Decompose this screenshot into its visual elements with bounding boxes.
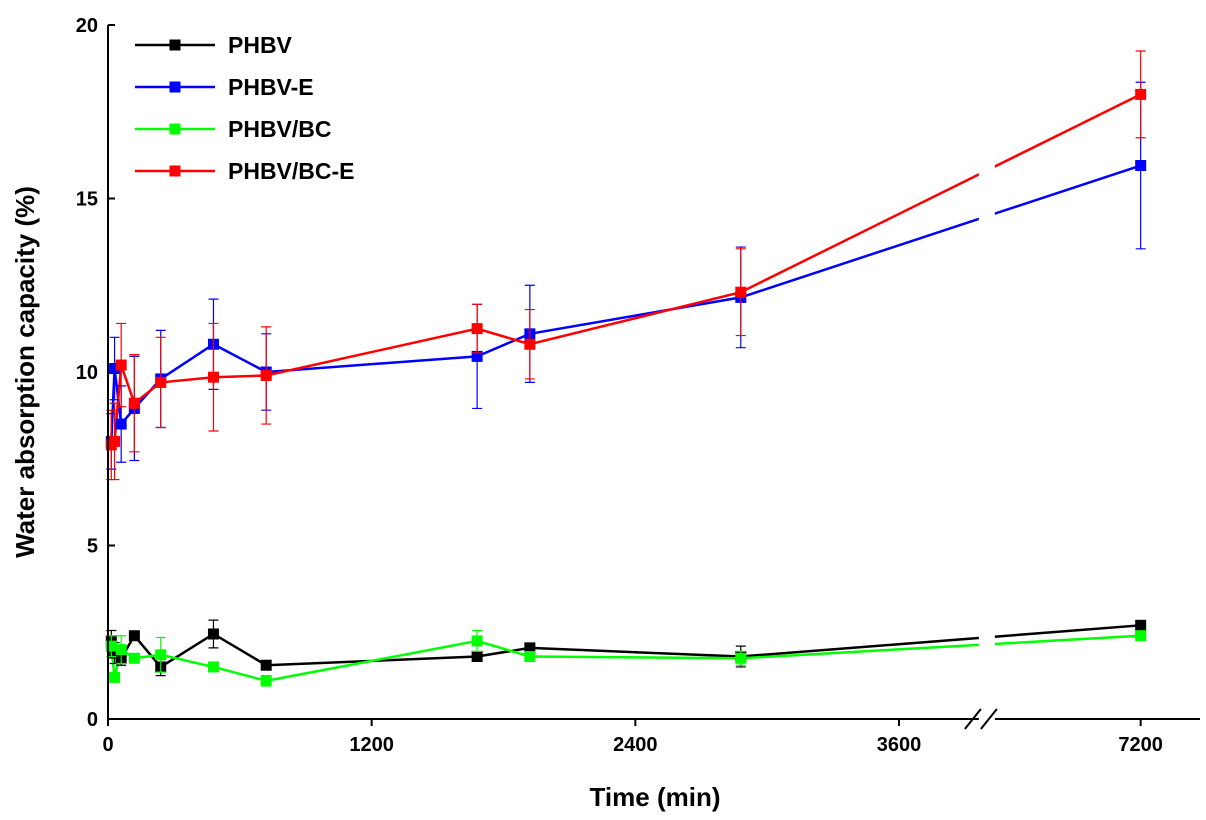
legend-marker <box>169 81 181 93</box>
legend-marker <box>169 165 181 177</box>
legend-label: PHBV <box>228 32 293 58</box>
x-tick-label: 7200 <box>1118 734 1163 756</box>
point-marker <box>260 675 272 687</box>
x-tick-label: 1200 <box>349 734 394 756</box>
legend-label: PHBV/BC <box>228 116 332 142</box>
point-marker <box>109 363 121 375</box>
point-marker <box>155 649 167 661</box>
point-marker <box>128 397 140 409</box>
point-marker <box>115 418 127 430</box>
point-marker <box>471 350 483 362</box>
y-tick-label: 5 <box>87 536 98 558</box>
y-tick-label: 0 <box>87 709 98 731</box>
point-marker <box>260 369 272 381</box>
point-marker <box>1135 630 1147 642</box>
point-marker <box>735 286 747 298</box>
point-marker <box>128 652 140 664</box>
legend-marker <box>169 123 181 135</box>
point-marker <box>524 642 536 654</box>
y-axis-title: Water absorption capacity (%) <box>10 186 40 558</box>
axis-break-gap <box>978 25 995 723</box>
x-axis-title: Time (min) <box>590 782 721 812</box>
legend-label: PHBV/BC-E <box>228 158 355 184</box>
point-marker <box>115 644 127 656</box>
point-marker <box>260 659 272 671</box>
point-marker <box>109 647 121 659</box>
y-tick-label: 15 <box>76 189 98 211</box>
point-marker <box>1135 88 1147 100</box>
point-marker <box>471 323 483 335</box>
point-marker <box>1135 160 1147 172</box>
point-marker <box>524 338 536 350</box>
point-marker <box>105 640 117 652</box>
legend-marker <box>169 39 181 51</box>
axis-break-gap <box>978 715 995 723</box>
point-marker <box>207 628 219 640</box>
y-tick-label: 10 <box>76 362 98 384</box>
point-marker <box>109 435 121 447</box>
point-marker <box>524 651 536 663</box>
point-marker <box>155 376 167 388</box>
point-marker <box>1135 619 1147 631</box>
x-tick-label: 2400 <box>613 734 658 756</box>
point-marker <box>207 661 219 673</box>
point-marker <box>735 652 747 664</box>
y-tick-label: 20 <box>76 15 98 37</box>
point-marker <box>128 630 140 642</box>
legend-label: PHBV-E <box>228 74 314 100</box>
point-marker <box>109 671 121 683</box>
axis-break-mark <box>964 708 998 730</box>
x-tick-label: 0 <box>102 734 113 756</box>
point-marker <box>471 651 483 663</box>
point-marker <box>207 371 219 383</box>
x-tick-label: 3600 <box>877 734 922 756</box>
point-marker <box>471 635 483 647</box>
point-marker <box>115 359 127 371</box>
